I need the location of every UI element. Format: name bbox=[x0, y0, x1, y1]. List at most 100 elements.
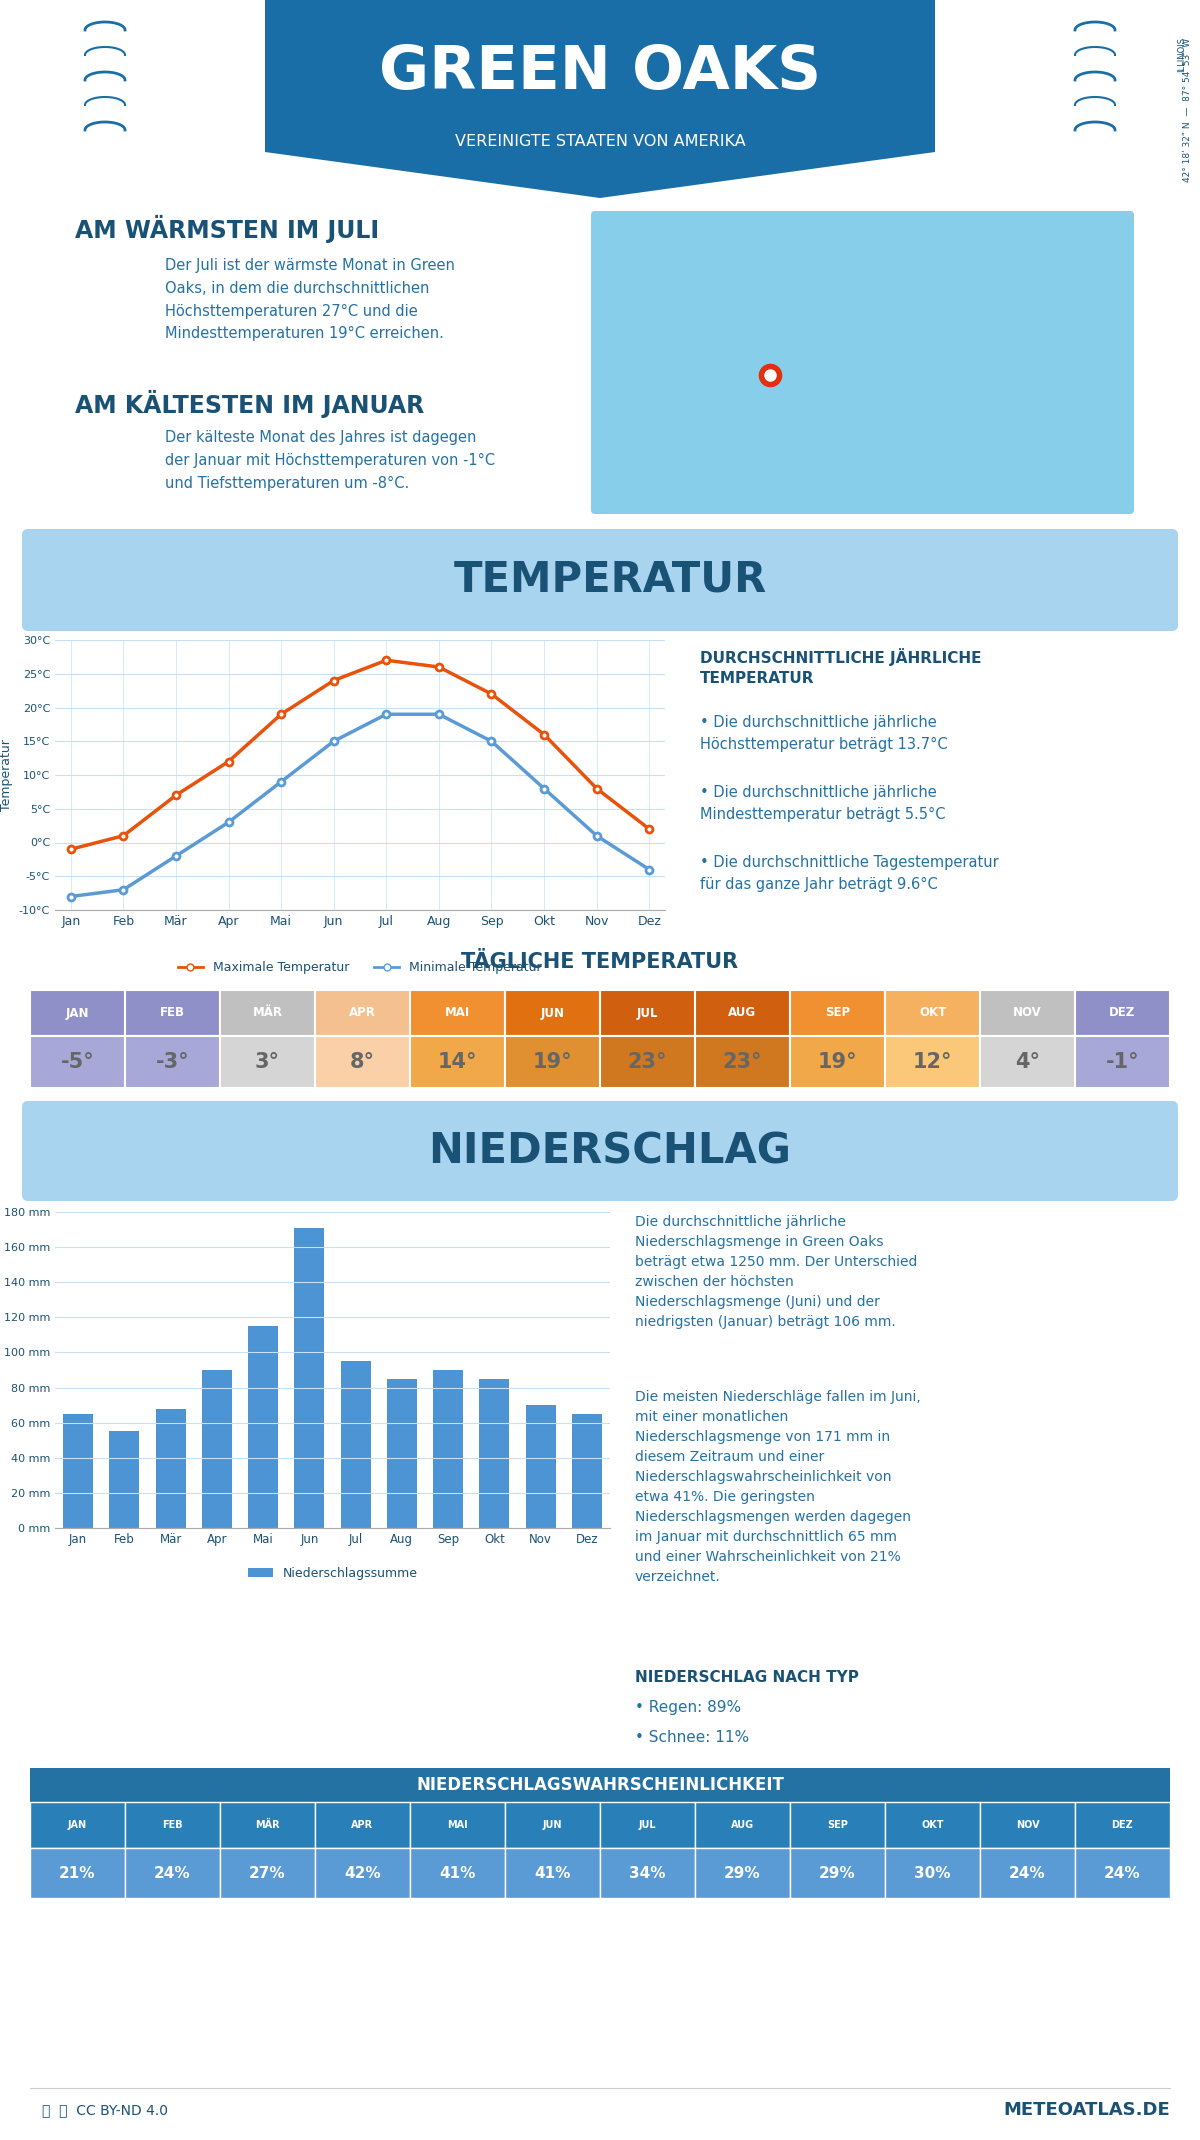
Bar bbox=[600, 991, 695, 1036]
Text: NIEDERSCHLAGSWAHRSCHEINLICHKEIT: NIEDERSCHLAGSWAHRSCHEINLICHKEIT bbox=[416, 1776, 784, 1793]
Text: MÄR: MÄR bbox=[252, 1006, 282, 1019]
Bar bbox=[220, 991, 314, 1036]
Text: JUL: JUL bbox=[637, 1006, 659, 1019]
Text: FEB: FEB bbox=[162, 1819, 182, 1830]
Text: 19°: 19° bbox=[817, 1053, 857, 1072]
Text: JUL: JUL bbox=[638, 1819, 656, 1830]
Text: MÄR: MÄR bbox=[256, 1819, 280, 1830]
Bar bbox=[572, 1415, 602, 1528]
Bar bbox=[314, 1802, 410, 1849]
Bar bbox=[125, 1802, 220, 1849]
Bar bbox=[1075, 1036, 1170, 1087]
Bar bbox=[220, 1849, 314, 1898]
Text: 34%: 34% bbox=[629, 1866, 666, 1881]
Text: 4°: 4° bbox=[1015, 1053, 1040, 1072]
Text: 42° 18ʹ 32ʺ N  —  87° 54ʹ 53ʺ W: 42° 18ʹ 32ʺ N — 87° 54ʹ 53ʺ W bbox=[1183, 39, 1193, 182]
Legend: Niederschlagssumme: Niederschlagssumme bbox=[242, 1562, 422, 1586]
Text: -3°: -3° bbox=[156, 1053, 190, 1072]
Bar bbox=[695, 1802, 790, 1849]
Text: 29%: 29% bbox=[820, 1866, 856, 1881]
Text: METEOATLAS.DE: METEOATLAS.DE bbox=[1003, 2101, 1170, 2119]
Text: • Die durchschnittliche Tagestemperatur
für das ganze Jahr beträgt 9.6°C: • Die durchschnittliche Tagestemperatur … bbox=[700, 856, 998, 892]
Bar bbox=[505, 1849, 600, 1898]
Bar bbox=[220, 1036, 314, 1087]
Text: Der kälteste Monat des Jahres ist dagegen
der Januar mit Höchsttemperaturen von : Der kälteste Monat des Jahres ist dagege… bbox=[166, 430, 496, 490]
Text: JAN: JAN bbox=[68, 1819, 88, 1830]
FancyBboxPatch shape bbox=[30, 11, 180, 184]
Text: 19°: 19° bbox=[533, 1053, 572, 1072]
Text: • Schnee: 11%: • Schnee: 11% bbox=[635, 1729, 749, 1744]
Text: NIEDERSCHLAG: NIEDERSCHLAG bbox=[428, 1130, 792, 1173]
Bar bbox=[410, 1036, 505, 1087]
Text: OKT: OKT bbox=[919, 1006, 946, 1019]
Bar bbox=[505, 991, 600, 1036]
Legend: Maximale Temperatur, Minimale Temperatur: Maximale Temperatur, Minimale Temperatur bbox=[173, 957, 547, 980]
FancyBboxPatch shape bbox=[592, 212, 1134, 514]
Text: VEREINIGTE STAATEN VON AMERIKA: VEREINIGTE STAATEN VON AMERIKA bbox=[455, 135, 745, 150]
Text: MAI: MAI bbox=[445, 1006, 470, 1019]
Bar bbox=[790, 1802, 886, 1849]
Text: 23°: 23° bbox=[722, 1053, 762, 1072]
Text: 3°: 3° bbox=[256, 1053, 280, 1072]
Text: 24%: 24% bbox=[154, 1866, 191, 1881]
Text: 8°: 8° bbox=[350, 1053, 374, 1072]
Text: • Die durchschnittliche jährliche
Mindesttemperatur beträgt 5.5°C: • Die durchschnittliche jährliche Mindes… bbox=[700, 785, 946, 822]
Text: TÄGLICHE TEMPERATUR: TÄGLICHE TEMPERATUR bbox=[462, 952, 738, 972]
Bar bbox=[790, 991, 886, 1036]
Y-axis label: Temperatur: Temperatur bbox=[0, 738, 13, 811]
Bar bbox=[886, 1036, 980, 1087]
Bar bbox=[30, 1036, 125, 1087]
Text: 14°: 14° bbox=[438, 1053, 478, 1072]
Text: JUN: JUN bbox=[542, 1819, 563, 1830]
Text: DURCHSCHNITTLICHE JÄHRLICHE
TEMPERATUR: DURCHSCHNITTLICHE JÄHRLICHE TEMPERATUR bbox=[700, 648, 982, 685]
Bar bbox=[886, 1849, 980, 1898]
Bar bbox=[1075, 1849, 1170, 1898]
Text: JUN: JUN bbox=[540, 1006, 564, 1019]
Bar bbox=[314, 991, 410, 1036]
Text: Die durchschnittliche jährliche
Niederschlagsmenge in Green Oaks
beträgt etwa 12: Die durchschnittliche jährliche Niedersc… bbox=[635, 1216, 917, 1329]
Bar bbox=[790, 1849, 886, 1898]
Bar bbox=[341, 1361, 371, 1528]
Text: AM KÄLTESTEN IM JANUAR: AM KÄLTESTEN IM JANUAR bbox=[74, 389, 425, 417]
Text: AM WÄRMSTEN IM JULI: AM WÄRMSTEN IM JULI bbox=[74, 214, 379, 244]
Bar bbox=[980, 991, 1075, 1036]
Text: NIEDERSCHLAG NACH TYP: NIEDERSCHLAG NACH TYP bbox=[635, 1669, 859, 1684]
Bar bbox=[695, 1849, 790, 1898]
Bar bbox=[64, 1415, 94, 1528]
Text: TEMPERATUR: TEMPERATUR bbox=[454, 559, 767, 601]
Bar bbox=[410, 1802, 505, 1849]
Bar bbox=[410, 991, 505, 1036]
Bar bbox=[30, 1768, 1170, 1802]
Text: DEZ: DEZ bbox=[1109, 1006, 1135, 1019]
Bar bbox=[526, 1406, 556, 1528]
Bar bbox=[505, 1802, 600, 1849]
Bar bbox=[695, 991, 790, 1036]
Bar bbox=[600, 1849, 695, 1898]
Bar bbox=[109, 1432, 139, 1528]
Bar bbox=[125, 1036, 220, 1087]
Bar bbox=[386, 1378, 416, 1528]
Text: 30%: 30% bbox=[914, 1866, 950, 1881]
Text: GREEN OAKS: GREEN OAKS bbox=[379, 43, 821, 101]
Bar bbox=[30, 1849, 125, 1898]
Text: Die meisten Niederschläge fallen im Juni,
mit einer monatlichen
Niederschlagsmen: Die meisten Niederschläge fallen im Juni… bbox=[635, 1391, 920, 1584]
Text: -5°: -5° bbox=[61, 1053, 95, 1072]
Bar bbox=[886, 1802, 980, 1849]
Text: 41%: 41% bbox=[534, 1866, 571, 1881]
Bar bbox=[202, 1370, 232, 1528]
Bar bbox=[886, 991, 980, 1036]
Bar bbox=[695, 1036, 790, 1087]
Text: NOV: NOV bbox=[1013, 1006, 1042, 1019]
Bar bbox=[314, 1849, 410, 1898]
FancyBboxPatch shape bbox=[22, 529, 1178, 631]
Bar bbox=[30, 991, 125, 1036]
Text: DEZ: DEZ bbox=[1111, 1819, 1133, 1830]
Bar bbox=[294, 1228, 324, 1528]
Text: • Die durchschnittliche jährliche
Höchsttemperatur beträgt 13.7°C: • Die durchschnittliche jährliche Höchst… bbox=[700, 715, 948, 751]
FancyBboxPatch shape bbox=[1020, 11, 1170, 184]
Text: 27%: 27% bbox=[250, 1866, 286, 1881]
Bar bbox=[410, 1849, 505, 1898]
Text: 29%: 29% bbox=[724, 1866, 761, 1881]
Bar bbox=[156, 1408, 186, 1528]
Text: AUG: AUG bbox=[728, 1006, 756, 1019]
